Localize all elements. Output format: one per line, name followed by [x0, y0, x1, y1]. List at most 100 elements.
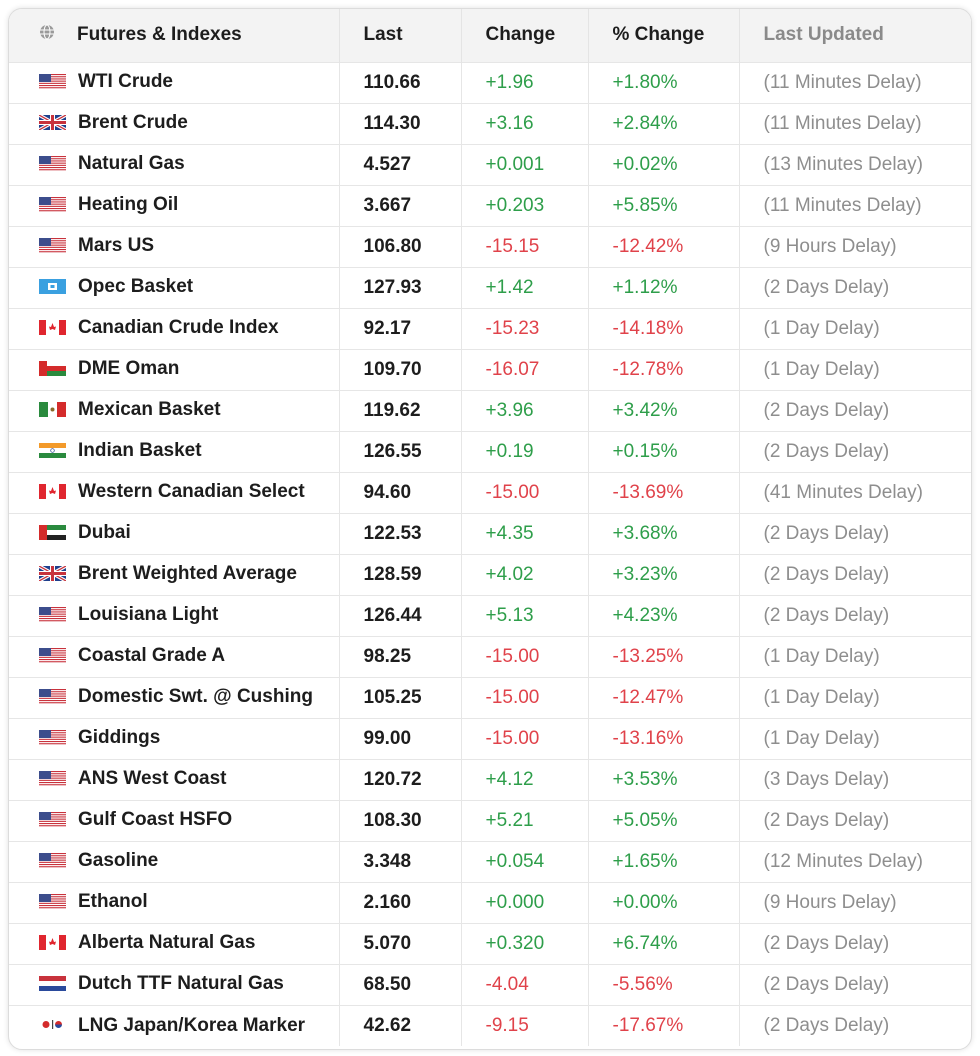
instrument-name[interactable]: Mexican Basket	[78, 399, 221, 421]
instrument-name-cell[interactable]: Natural Gas	[9, 144, 340, 185]
instrument-name[interactable]: Alberta Natural Gas	[78, 932, 256, 954]
change-value: +0.054	[461, 841, 589, 882]
table-row[interactable]: Gasoline 3.348 +0.054 +1.65% (12 Minutes Del…	[9, 841, 971, 882]
canada-flag-icon	[39, 934, 66, 950]
last-updated: (9 Hours Delay)	[763, 235, 897, 257]
last-price: 3.348	[339, 841, 462, 882]
instrument-name[interactable]: Western Canadian Select	[78, 481, 305, 503]
table-row[interactable]: Indian Basket 126.55 +0.19 +0.15% (2 Days De…	[9, 431, 971, 472]
table-row[interactable]: Ethanol 2.160 +0.000 +0.00% (9 Hours Delay)	[9, 882, 971, 923]
table-row[interactable]: Gulf Coast HSFO 108.30 +5.21 +5.05% (2 Days …	[9, 800, 971, 841]
instrument-name[interactable]: Domestic Swt. @ Cushing	[78, 686, 313, 708]
instrument-name-cell[interactable]: Mexican Basket	[9, 390, 340, 431]
change-value: -15.15	[461, 226, 589, 267]
table-row[interactable]: Heating Oil 3.667 +0.203 +5.85% (11 Minutes …	[9, 185, 971, 226]
instrument-name-cell[interactable]: Gasoline	[9, 841, 340, 882]
change-value: +4.35	[461, 513, 589, 554]
instrument-name[interactable]: Indian Basket	[78, 440, 202, 462]
instrument-name-cell[interactable]: Brent Weighted Average	[9, 554, 340, 595]
instrument-name[interactable]: Heating Oil	[78, 194, 179, 216]
pct-change-value: -5.56%	[588, 964, 740, 1005]
last-updated: (2 Days Delay)	[763, 1014, 890, 1036]
last-updated: (41 Minutes Delay)	[763, 481, 923, 503]
last-price: 106.80	[339, 226, 462, 267]
instrument-name-cell[interactable]: Louisiana Light	[9, 595, 340, 636]
instrument-name[interactable]: WTI Crude	[78, 71, 173, 93]
japan-korea-flag-icon	[39, 1017, 66, 1033]
table-row[interactable]: Natural Gas 4.527 +0.001 +0.02% (13 Minutes …	[9, 144, 971, 185]
instrument-name-cell[interactable]: Canadian Crude Index	[9, 308, 340, 349]
table-row[interactable]: WTI Crude 110.66 +1.96 +1.80% (11 Minutes De…	[9, 62, 971, 103]
instrument-name[interactable]: Ethanol	[78, 891, 148, 913]
change-value: -4.04	[461, 964, 589, 1005]
table-row[interactable]: Brent Crude 114.30 +3.16 +2.84% (11 Minutes …	[9, 103, 971, 144]
instrument-name-cell[interactable]: Dutch TTF Natural Gas	[9, 964, 340, 1005]
instrument-name[interactable]: Brent Weighted Average	[78, 563, 297, 585]
table-row[interactable]: Canadian Crude Index 92.17 -15.23 -14.18% (1…	[9, 308, 971, 349]
mexico-flag-icon	[39, 401, 66, 417]
last-price: 105.25	[339, 677, 462, 718]
instrument-name-cell[interactable]: Gulf Coast HSFO	[9, 800, 340, 841]
instrument-name[interactable]: Gasoline	[78, 850, 159, 872]
instrument-name-cell[interactable]: Coastal Grade A	[9, 636, 340, 677]
instrument-name-cell[interactable]: Brent Crude	[9, 103, 340, 144]
instrument-name[interactable]: ANS West Coast	[78, 768, 227, 790]
instrument-name-cell[interactable]: Mars US	[9, 226, 340, 267]
table-row[interactable]: Mexican Basket 119.62 +3.96 +3.42% (2 Days D…	[9, 390, 971, 431]
table-row[interactable]: Opec Basket 127.93 +1.42 +1.12% (2 Days Dela…	[9, 267, 971, 308]
table-row[interactable]: Domestic Swt. @ Cushing 105.25 -15.00 -12.4…	[9, 677, 971, 718]
last-updated: (9 Hours Delay)	[763, 891, 897, 913]
instrument-name[interactable]: Giddings	[78, 727, 161, 749]
instrument-name[interactable]: Louisiana Light	[78, 604, 219, 626]
instrument-name[interactable]: Natural Gas	[78, 153, 185, 175]
instrument-name[interactable]: Brent Crude	[78, 112, 188, 134]
table-row[interactable]: Mars US 106.80 -15.15 -12.42% (9 Hours Delay…	[9, 226, 971, 267]
us-flag-icon	[39, 237, 66, 253]
us-flag-icon	[39, 688, 66, 704]
last-price: 99.00	[339, 718, 462, 759]
table-row[interactable]: Giddings 99.00 -15.00 -13.16% (1 Day Delay)	[9, 718, 971, 759]
instrument-name-cell[interactable]: Giddings	[9, 718, 340, 759]
instrument-name-cell[interactable]: Heating Oil	[9, 185, 340, 226]
instrument-name[interactable]: Gulf Coast HSFO	[78, 809, 233, 831]
instrument-name-cell[interactable]: Alberta Natural Gas	[9, 923, 340, 964]
instrument-name-cell[interactable]: Indian Basket	[9, 431, 340, 472]
column-header-name[interactable]: Futures & Indexes	[9, 9, 340, 62]
instrument-name-cell[interactable]: ANS West Coast	[9, 759, 340, 800]
column-header-last-updated[interactable]: Last Updated	[763, 24, 884, 46]
table-row[interactable]: Alberta Natural Gas 5.070 +0.320 +6.74% (2 D…	[9, 923, 971, 964]
instrument-name[interactable]: Coastal Grade A	[78, 645, 226, 667]
last-updated: (2 Days Delay)	[763, 973, 890, 995]
instrument-name-cell[interactable]: Western Canadian Select	[9, 472, 340, 513]
instrument-name-cell[interactable]: Domestic Swt. @ Cushing	[9, 677, 340, 718]
instrument-name[interactable]: Dubai	[78, 522, 131, 544]
table-row[interactable]: LNG Japan/Korea Marker 42.62 -9.15 -17.67% (…	[9, 1005, 971, 1046]
column-header-pct-change[interactable]: % Change	[588, 9, 740, 62]
instrument-name[interactable]: Dutch TTF Natural Gas	[78, 973, 284, 995]
instrument-name-cell[interactable]: Dubai	[9, 513, 340, 554]
column-header-change[interactable]: Change	[461, 9, 589, 62]
table-row[interactable]: Coastal Grade A 98.25 -15.00 -13.25% (1 Day …	[9, 636, 971, 677]
table-row[interactable]: Dubai 122.53 +4.35 +3.68% (2 Days Delay)	[9, 513, 971, 554]
table-row[interactable]: Dutch TTF Natural Gas 68.50 -4.04 -5.56% (2 …	[9, 964, 971, 1005]
instrument-name[interactable]: Canadian Crude Index	[78, 317, 279, 339]
instrument-name-cell[interactable]: Opec Basket	[9, 267, 340, 308]
last-updated: (2 Days Delay)	[763, 522, 890, 544]
instrument-name[interactable]: Mars US	[78, 235, 155, 257]
instrument-name-cell[interactable]: Ethanol	[9, 882, 340, 923]
table-row[interactable]: Western Canadian Select 94.60 -15.00 -13.69…	[9, 472, 971, 513]
instrument-name-cell[interactable]: DME Oman	[9, 349, 340, 390]
last-updated: (3 Days Delay)	[763, 768, 890, 790]
column-header-last[interactable]: Last	[339, 9, 462, 62]
instrument-name[interactable]: LNG Japan/Korea Marker	[78, 1014, 306, 1036]
instrument-name-cell[interactable]: LNG Japan/Korea Marker	[9, 1005, 340, 1046]
instrument-name-cell[interactable]: WTI Crude	[9, 62, 340, 103]
table-row[interactable]: DME Oman 109.70 -16.07 -12.78% (1 Day Delay)	[9, 349, 971, 390]
canada-flag-icon	[39, 483, 66, 499]
instrument-name[interactable]: DME Oman	[78, 358, 180, 380]
table-row[interactable]: ANS West Coast 120.72 +4.12 +3.53% (3 Days D…	[9, 759, 971, 800]
instrument-name[interactable]: Opec Basket	[78, 276, 194, 298]
table-row[interactable]: Louisiana Light 126.44 +5.13 +4.23% (2 Days …	[9, 595, 971, 636]
change-value: +5.21	[461, 800, 589, 841]
table-row[interactable]: Brent Weighted Average 128.59 +4.02 +3.23% (…	[9, 554, 971, 595]
